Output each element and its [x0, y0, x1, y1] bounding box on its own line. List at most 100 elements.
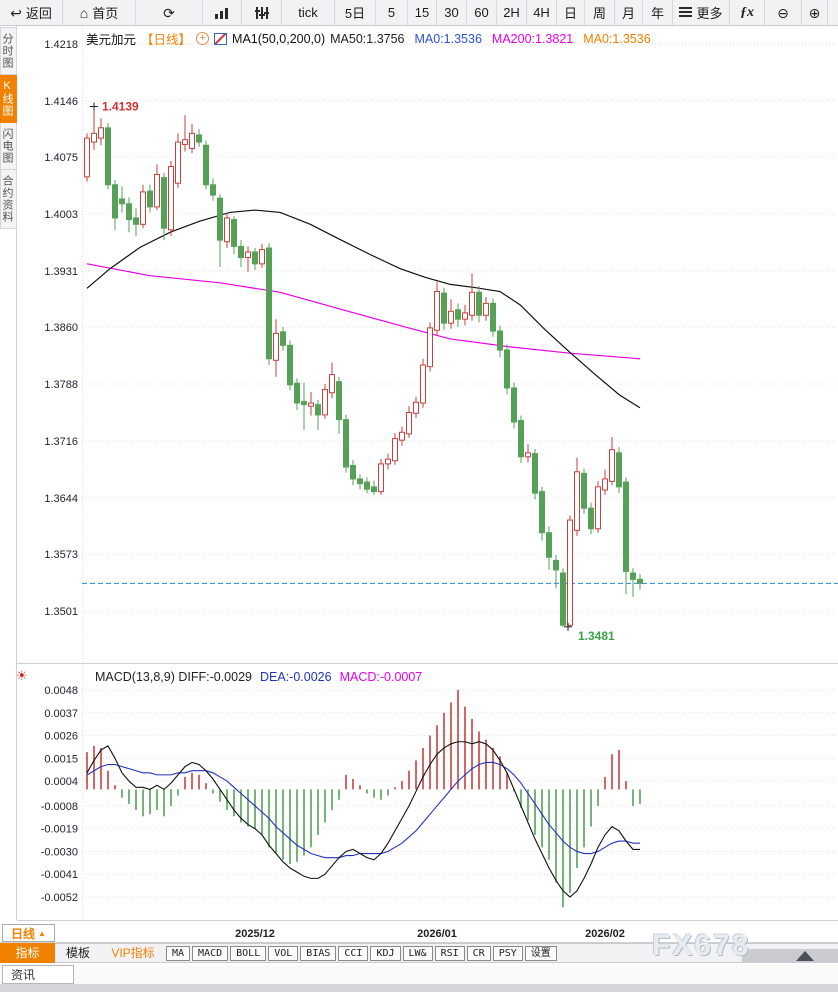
macd-axis-label: 0.0026	[44, 731, 78, 743]
candle	[420, 364, 426, 404]
candle	[273, 332, 279, 361]
candle	[504, 349, 510, 389]
toolbar-button-chart-type-bar[interactable]	[203, 0, 242, 25]
ma200-line	[86, 263, 641, 360]
candle	[413, 401, 419, 414]
candle	[588, 507, 594, 530]
price-axis-label: 1.4075	[44, 152, 78, 164]
toolbar-button-back[interactable]: ↩ 返回	[0, 0, 63, 25]
candle	[217, 197, 223, 241]
indicator-tab-VIP指标[interactable]: VIP指标	[111, 946, 155, 960]
indicator-tab-指标[interactable]: 指标	[0, 943, 55, 963]
candle	[336, 381, 342, 421]
toolbar-button-refresh[interactable]: ⟳	[136, 0, 203, 25]
news-tab[interactable]: 资讯	[2, 965, 74, 984]
toolbar-button-interval-year[interactable]: 年	[643, 0, 673, 25]
toolbar-button-interval-5[interactable]: 5	[376, 0, 408, 25]
candle	[497, 330, 503, 351]
indicator-tab-BIAS[interactable]: BIAS	[300, 945, 337, 961]
candle	[574, 471, 580, 531]
sidebar-tab-合约资料[interactable]: 合约资料	[0, 170, 17, 229]
add-indicator-icon[interactable]: +	[196, 32, 210, 45]
brightness-icon[interactable]: ☀	[16, 668, 28, 683]
indicator-tab-CCI[interactable]: CCI	[338, 945, 369, 961]
candle	[532, 453, 538, 494]
watermark-strip	[742, 949, 838, 963]
low-price-annotation: 1.3481	[578, 629, 615, 643]
toolbar-button-interval-30[interactable]: 30	[437, 0, 467, 25]
candle	[98, 127, 104, 139]
candle	[371, 486, 377, 493]
candle	[357, 478, 363, 485]
indicator-tab-BOLL[interactable]: BOLL	[230, 945, 267, 961]
candle	[308, 402, 314, 407]
ma50-line	[86, 209, 641, 409]
candle	[441, 292, 447, 324]
toolbar-button-interval-5d[interactable]: 5日	[335, 0, 376, 25]
toolbar-label: 周	[592, 6, 606, 21]
bar-chart-icon	[215, 6, 229, 19]
candle	[210, 184, 216, 196]
sidebar-tab-分时图[interactable]: 分时图	[0, 27, 17, 75]
candle	[266, 247, 272, 360]
candle	[189, 132, 195, 149]
macd-layer	[86, 690, 641, 908]
sidebar-tab-K线图[interactable]: K线图	[0, 75, 17, 123]
sidebar-tab-闪电图[interactable]: 闪电图	[0, 123, 17, 170]
indicator-tab-bar: 指标 模板 VIP指标 MA MACD BOLL VOL BIAS CCI KDJ LW& RSI CR…	[0, 943, 838, 963]
candle	[301, 400, 307, 406]
indicator-tab-KDJ[interactable]: KDJ	[370, 945, 401, 961]
period-selector[interactable]: 日线 ▲	[2, 924, 55, 942]
toolbar-button-interval-60[interactable]: 60	[467, 0, 497, 25]
chart-header: 美元加元 【日线】 + MA1(50,0,200,0) MA50:1.3756 M…	[86, 29, 661, 48]
toolbar-button-interval-month[interactable]: 月	[615, 0, 643, 25]
toolbar-button-zoom-in[interactable]: ⊕	[802, 0, 828, 25]
candle	[595, 486, 601, 530]
indicator-tab-设置[interactable]: 设置	[524, 945, 557, 961]
toolbar-label: 返回	[25, 6, 52, 21]
symbol-name: 美元加元	[86, 33, 137, 47]
toolbar-button-chart-type-equalizer[interactable]	[242, 0, 282, 25]
candle	[623, 481, 629, 572]
toolbar-button-home[interactable]: ⌂ 首页	[63, 0, 136, 25]
toolbar-button-formula[interactable]: ƒx	[730, 0, 765, 25]
candle	[378, 463, 384, 493]
candle	[126, 203, 132, 221]
candle	[119, 198, 125, 205]
price-axis-label: 1.4003	[44, 209, 78, 221]
macd-value: DEA:-0.0026	[260, 670, 332, 684]
x-axis-label: 2026/01	[417, 928, 457, 940]
toolbar-button-interval-2h[interactable]: 2H	[497, 0, 527, 25]
toolbar-button-interval-4h[interactable]: 4H	[527, 0, 557, 25]
candle	[602, 478, 608, 491]
fx-icon: ƒx	[740, 4, 754, 20]
macd-axis-label: 0.0015	[44, 753, 78, 765]
toolbar-button-more[interactable]: 更多	[673, 0, 730, 25]
toolbar-label: 更多	[696, 6, 723, 21]
indicator-tab-PSY[interactable]: PSY	[492, 945, 523, 961]
scroll-up-triangle-icon[interactable]	[796, 951, 814, 961]
toolbar-button-zoom-out[interactable]: ⊖	[765, 0, 802, 25]
indicator-tab-MA[interactable]: MA	[166, 945, 191, 961]
toolbar-label: 首页	[92, 6, 119, 21]
candle	[567, 519, 573, 626]
candle	[133, 217, 139, 225]
toolbar-button-interval-week[interactable]: 周	[585, 0, 615, 25]
back-icon: ↩	[10, 4, 22, 21]
price-axis-label: 1.4218	[44, 39, 78, 51]
indicator-tab-LW&[interactable]: LW&	[402, 945, 433, 961]
toolbar-button-interval-day[interactable]: 日	[557, 0, 585, 25]
indicator-tab-MACD[interactable]: MACD	[192, 945, 229, 961]
candle	[525, 452, 531, 458]
indicator-tab-CR[interactable]: CR	[466, 945, 491, 961]
toolbar-button-interval-tick[interactable]: tick	[282, 0, 335, 25]
candle	[329, 374, 335, 394]
indicator-tab-模板[interactable]: 模板	[65, 946, 90, 960]
ma-value: MA0:1.3536	[583, 31, 651, 46]
toolbar-button-interval-15[interactable]: 15	[408, 0, 437, 25]
indicator-tab-VOL[interactable]: VOL	[268, 945, 299, 961]
macd-header: MACD(13,8,9) DIFF:-0.0029 DEA:-0.0026 MACD…	[95, 670, 430, 684]
macd-axis-label: 0.0004	[44, 776, 78, 788]
indicator-tab-RSI[interactable]: RSI	[434, 945, 465, 961]
